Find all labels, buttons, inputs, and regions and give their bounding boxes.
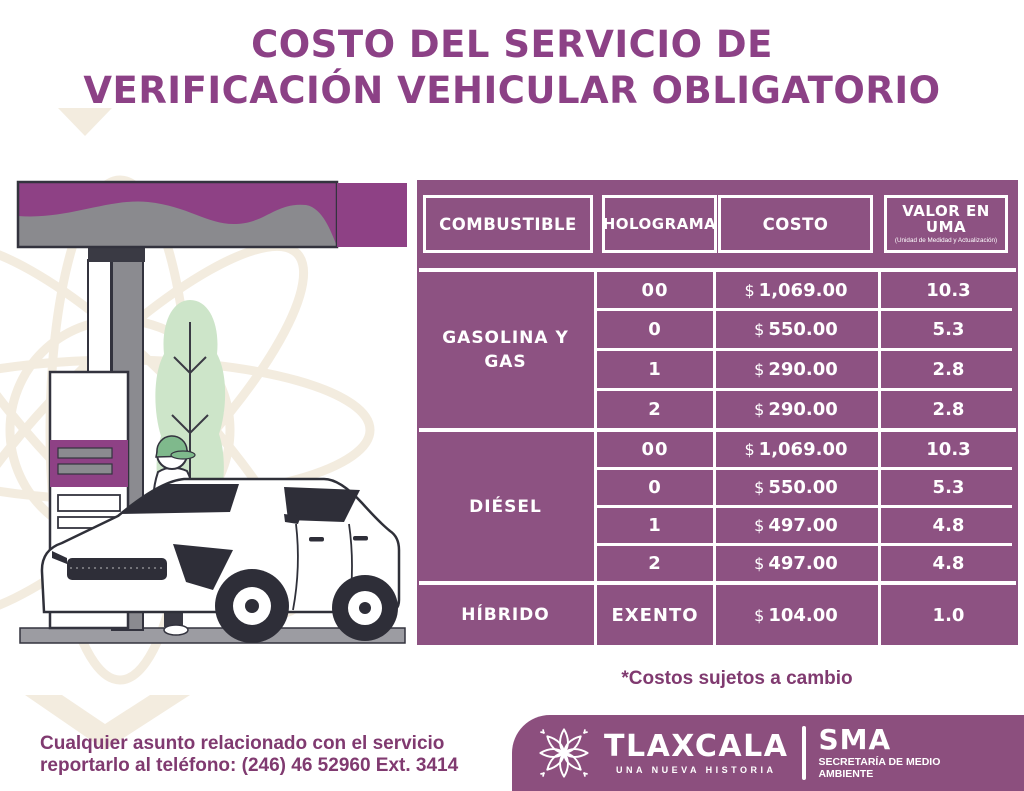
column-divider — [713, 272, 716, 645]
table-row: 00 $1,069.00 10.3 — [641, 279, 971, 301]
row-separator — [597, 348, 1012, 351]
table-row: 0 $550.00 5.3 — [648, 476, 965, 498]
contact-info: Cualquier asunto relacionado con el serv… — [40, 733, 458, 777]
agency-name-line-2: AMBIENTE — [818, 767, 874, 780]
uma-note: (Unidad de Medidad y Actualización) — [894, 237, 998, 244]
state-brand: TLAXCALA UNA NUEVA HISTORIA — [604, 728, 789, 775]
ground — [19, 627, 406, 644]
footer-divider — [802, 726, 807, 780]
header-valor-uma: VALOR EN UMA (Unidad de Medidad y Actual… — [884, 195, 1008, 253]
fuel-label-gasolina: GASOLINA Y GAS — [442, 328, 569, 372]
table-row: 1 $290.00 2.8 — [648, 358, 965, 380]
column-divider — [878, 272, 881, 645]
page-title: COSTO DEL SERVICIO DE VERIFICACIÓN VEHIC… — [0, 22, 1024, 114]
title-line-2: VERIFICACIÓN VEHICULAR OBLIGATORIO — [83, 69, 941, 112]
tlaxcala-flower-logo-icon — [539, 728, 589, 778]
agency-brand: SMA SECRETARÍA DE MEDIO AMBIENTE — [818, 722, 941, 780]
fuel-label-hibrido: HÍBRIDO — [461, 605, 550, 625]
costs-note: *Costos sujetos a cambio — [621, 668, 853, 689]
state-brand-name: TLAXCALA — [604, 728, 789, 764]
table-row: 2 $497.00 4.8 — [648, 552, 965, 574]
footer-brand-band: TLAXCALA UNA NUEVA HISTORIA SMA SECRETAR… — [512, 715, 1024, 791]
header-holograma: HOLOGRAMA — [602, 195, 717, 253]
agency-name-line-1: SECRETARÍA DE MEDIO — [818, 755, 941, 768]
title-line-1: COSTO DEL SERVICIO DE — [251, 23, 773, 66]
table-row: 1 $497.00 4.8 — [648, 514, 965, 536]
row-separator — [597, 388, 1012, 391]
header-separator — [419, 268, 1016, 272]
header-costo: COSTO — [718, 195, 873, 253]
agency-acronym: SMA — [818, 722, 892, 756]
price-table: COMBUSTIBLE HOLOGRAMA COSTO VALOR EN UMA… — [417, 180, 1018, 645]
car — [40, 477, 401, 643]
table-row: EXENTO $104.00 1.0 — [611, 604, 965, 626]
column-divider — [594, 272, 597, 645]
fuel-label-diesel: DIÉSEL — [469, 496, 542, 517]
table-row: 0 $550.00 5.3 — [648, 318, 965, 340]
row-separator — [597, 308, 1012, 311]
row-separator — [597, 505, 1012, 508]
contact-line-2: reportarlo al teléfono: (246) 46 52960 E… — [40, 755, 459, 776]
contact-line-1: Cualquier asunto relacionado con el serv… — [40, 733, 445, 754]
section-separator — [419, 581, 1016, 585]
header-combustible: COMBUSTIBLE — [423, 195, 593, 253]
gas-station-illustration — [16, 180, 407, 644]
section-separator — [419, 428, 1016, 432]
table-row: 00 $1,069.00 10.3 — [641, 439, 971, 460]
state-brand-tagline: UNA NUEVA HISTORIA — [615, 764, 777, 775]
table-row: 2 $290.00 2.8 — [648, 398, 965, 420]
row-separator — [597, 467, 1012, 470]
row-separator — [597, 543, 1012, 546]
